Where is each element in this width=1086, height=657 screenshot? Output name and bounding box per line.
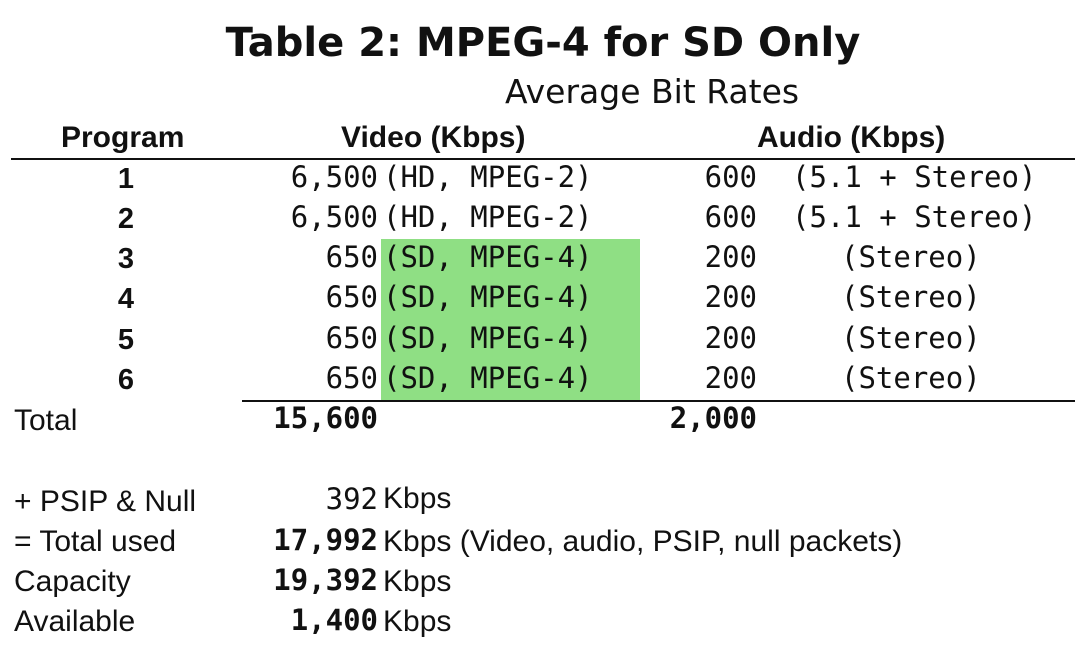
- audio-rate: 200: [704, 240, 757, 274]
- header-video: Video (Kbps): [341, 121, 526, 154]
- total-audio: 2,000: [669, 401, 757, 435]
- video-note: (SD, MPEG-4): [383, 321, 593, 355]
- audio-note: (5.1 + Stereo): [792, 160, 1037, 194]
- program-number: 2: [117, 203, 135, 235]
- available-label: Available: [14, 605, 136, 638]
- capacity-label: Capacity: [14, 565, 131, 598]
- audio-rate: 600: [704, 200, 757, 234]
- available-value: 1,400: [290, 603, 378, 637]
- total-used-value: 17,992: [273, 523, 378, 557]
- audio-note: (Stereo): [841, 361, 981, 395]
- header-audio: Audio (Kbps): [757, 121, 946, 154]
- table-subtitle: Average Bit Rates: [505, 72, 800, 111]
- audio-note: (Stereo): [841, 240, 981, 274]
- total-used-label: = Total used: [14, 525, 177, 558]
- header-rule: [11, 158, 1075, 160]
- program-number: 5: [117, 324, 135, 356]
- psip-label: + PSIP & Null: [14, 485, 197, 518]
- video-rate: 650: [325, 240, 378, 274]
- available-unit: Kbps: [383, 605, 452, 638]
- video-note: (SD, MPEG-4): [383, 240, 593, 274]
- audio-rate: 600: [704, 160, 757, 194]
- audio-note: (Stereo): [841, 280, 981, 314]
- audio-rate: 200: [704, 361, 757, 395]
- total-used-unit: Kbps (Video, audio, PSIP, null packets): [383, 525, 903, 558]
- total-label: Total: [14, 404, 78, 437]
- video-rate: 6,500: [290, 200, 378, 234]
- video-rate: 650: [325, 321, 378, 355]
- capacity-unit: Kbps: [383, 565, 452, 598]
- audio-rate: 200: [704, 321, 757, 355]
- video-note: (HD, MPEG-2): [383, 160, 593, 194]
- video-note: (SD, MPEG-4): [383, 361, 593, 395]
- psip-value: 392: [325, 482, 378, 516]
- program-number: 1: [117, 163, 135, 195]
- psip-unit: Kbps: [383, 482, 452, 515]
- program-number: 4: [117, 283, 135, 315]
- header-program: Program: [61, 121, 185, 154]
- video-note: (SD, MPEG-4): [383, 280, 593, 314]
- video-rate: 650: [325, 280, 378, 314]
- total-video: 15,600: [273, 401, 378, 435]
- program-number: 6: [117, 364, 135, 396]
- video-rate: 650: [325, 361, 378, 395]
- sd-mpeg4-highlight: [381, 239, 640, 401]
- program-number: 3: [117, 243, 135, 275]
- capacity-value: 19,392: [273, 563, 378, 597]
- audio-note: (5.1 + Stereo): [792, 200, 1037, 234]
- audio-note: (Stereo): [841, 321, 981, 355]
- video-rate: 6,500: [290, 160, 378, 194]
- video-note: (HD, MPEG-2): [383, 200, 593, 234]
- total-rule: [242, 400, 1075, 402]
- audio-rate: 200: [704, 280, 757, 314]
- table-title: Table 2: MPEG-4 for SD Only: [225, 20, 861, 66]
